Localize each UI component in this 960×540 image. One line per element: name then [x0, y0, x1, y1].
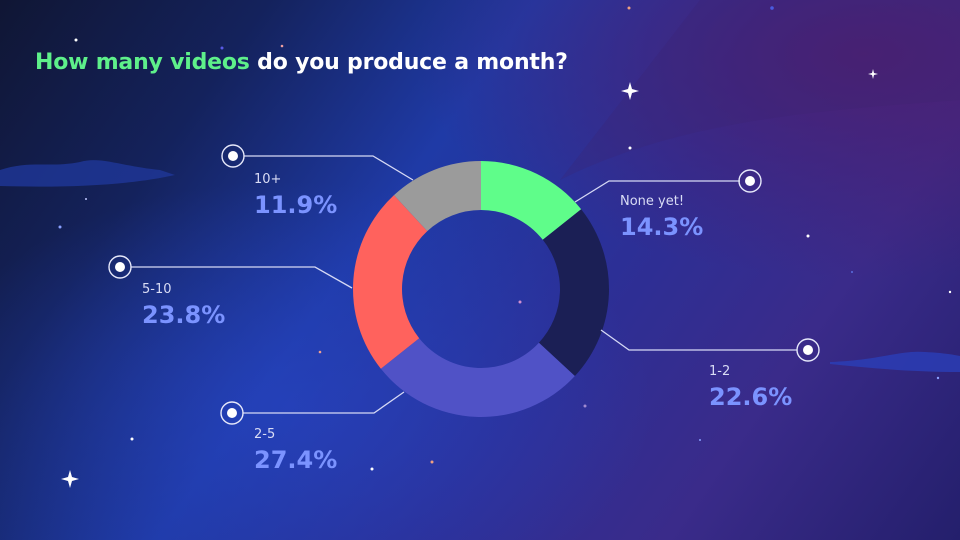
label-1-2: 1-2 22.6%: [709, 364, 792, 412]
sparkle-icon: [621, 82, 639, 100]
connector-none-yet: [574, 180, 740, 203]
label-category: None yet!: [620, 194, 685, 209]
sparkle-icon: [61, 470, 79, 488]
label-5-10: 5-10 23.8%: [142, 282, 225, 330]
label-percent: 27.4%: [254, 446, 338, 474]
sparkle-icon: [868, 69, 878, 79]
connector-2-5: [243, 391, 405, 414]
connector-lines: [131, 155, 797, 414]
label-category: 5-10: [142, 282, 172, 297]
label-10-plus: 10+ 11.9%: [254, 172, 337, 220]
label-category: 2-5: [254, 427, 276, 442]
star-dots: [58, 6, 952, 471]
label-percent: 11.9%: [254, 191, 338, 219]
connector-1-2: [600, 329, 797, 351]
marker-icon-none-yet: [738, 169, 762, 193]
label-category: 1-2: [709, 364, 731, 379]
callout-markers: [108, 144, 820, 425]
label-percent: 23.8%: [142, 301, 226, 329]
chart-title: How many videos do you produce a month?: [35, 50, 568, 75]
marker-icon-2-5: [220, 401, 244, 425]
title-highlight: How many videos: [35, 50, 250, 75]
nebula-band: [560, 0, 960, 180]
donut-segment-5-10: [353, 195, 428, 369]
connector-5-10: [131, 266, 353, 289]
donut-segment-2-5: [380, 338, 575, 417]
connector-10-plus: [244, 155, 414, 181]
marker-icon-5-10: [108, 255, 132, 279]
title-rest: do you produce a month?: [249, 50, 568, 75]
donut-segment-none-yet: [481, 161, 582, 240]
donut-segments: [353, 161, 609, 417]
label-percent: 22.6%: [709, 383, 793, 411]
sparkle-icons: [61, 69, 878, 488]
mountain-right: [830, 351, 960, 372]
marker-icon-1-2: [796, 338, 820, 362]
label-category: 10+: [254, 172, 282, 187]
label-none-yet: None yet! 14.3%: [620, 194, 703, 242]
mountain-left: [0, 160, 175, 187]
label-2-5: 2-5 27.4%: [254, 427, 337, 475]
donut-segment-10: [393, 161, 481, 232]
label-percent: 14.3%: [620, 213, 704, 241]
marker-icon-10-plus: [221, 144, 245, 168]
donut-segment-1-2: [538, 209, 609, 377]
